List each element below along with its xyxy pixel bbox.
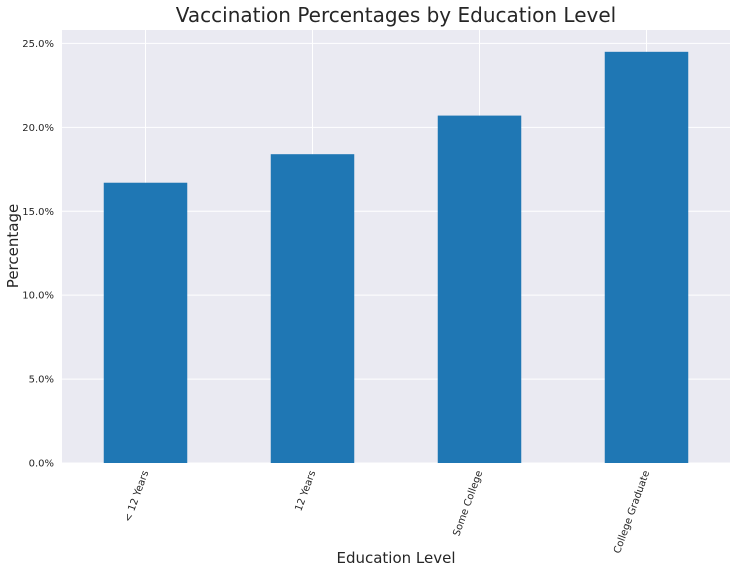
y-tick-label: 20.0% [22, 123, 54, 134]
bar [604, 51, 689, 463]
y-tick-label: 0.0% [29, 459, 54, 470]
chart-title: Vaccination Percentages by Education Lev… [176, 3, 616, 27]
x-axis-label: Education Level [336, 549, 455, 567]
x-axis-ticks: < 12 Years 12 Years Some College College Gr… [123, 469, 653, 555]
x-tick-label: < 12 Years [123, 469, 152, 523]
x-tick-label: 12 Years [294, 469, 319, 513]
y-tick-label: 25.0% [22, 39, 54, 50]
y-tick-label: 15.0% [22, 207, 54, 218]
bar [437, 115, 522, 464]
y-axis-ticks: 0.0% 5.0% 10.0% 15.0% 20.0% 25.0% [22, 39, 54, 470]
y-axis-label: Percentage [4, 204, 22, 288]
bar [103, 182, 188, 464]
bar [270, 154, 355, 464]
x-tick-label: College Graduate [612, 469, 652, 555]
y-tick-label: 5.0% [29, 375, 54, 386]
y-tick-label: 10.0% [22, 291, 54, 302]
x-tick-label: Some College [451, 469, 485, 537]
bars [103, 51, 689, 464]
